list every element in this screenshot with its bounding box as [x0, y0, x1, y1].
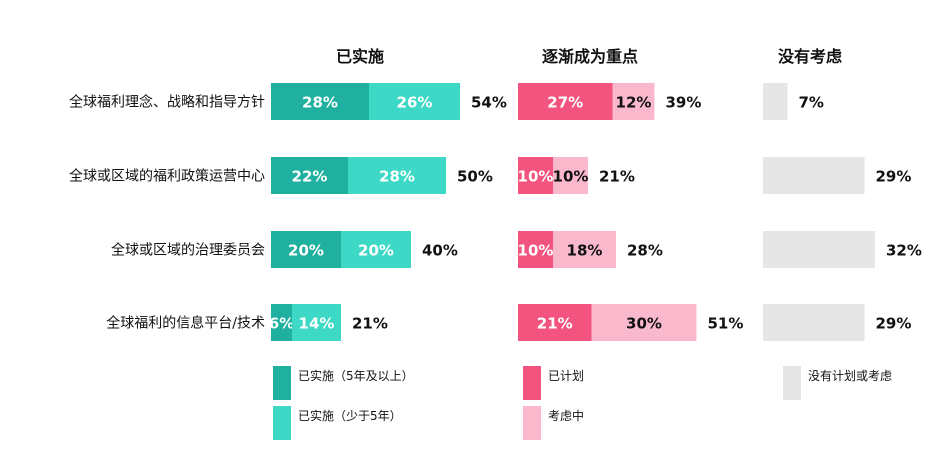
total-label-g0-r2: 40%	[422, 242, 458, 260]
bar-g2-r2-s0	[763, 231, 875, 268]
legend-swatch-0	[273, 366, 291, 400]
bar-label-g1-r2-s1: 18%	[567, 242, 603, 260]
legend-label-1: 已实施（少于5年）	[298, 408, 402, 423]
bar-g0-r0-s1	[369, 83, 460, 120]
bar-g1-r2-s0	[518, 231, 553, 268]
bar-label-g0-r1-s1: 28%	[379, 168, 415, 186]
column-header-0: 已实施	[336, 47, 384, 66]
total-label-g0-r3: 21%	[352, 315, 388, 333]
total-label-g1-r3: 51%	[708, 315, 744, 333]
row-label-3: 全球福利的信息平台/技术	[106, 315, 265, 332]
legend-label-0: 已实施（5年及以上）	[298, 368, 414, 383]
bar-g2-r0-s0	[763, 83, 788, 120]
total-label-g2-r2: 32%	[886, 242, 922, 260]
bar-g1-r2-s1	[553, 231, 616, 268]
bar-g2-r1-s0	[763, 157, 865, 194]
bar-g1-r1-s0	[518, 157, 553, 194]
row-label-0: 全球福利理念、战略和指导方针	[69, 94, 265, 111]
bar-label-g1-r0-s0: 27%	[547, 94, 583, 112]
bar-label-g1-r1-s0: 10%	[518, 168, 554, 186]
bar-g0-r2-s0	[271, 231, 341, 268]
total-label-g1-r0: 39%	[666, 94, 702, 112]
bar-g0-r1-s1	[348, 157, 446, 194]
total-label-g2-r3: 29%	[876, 315, 912, 333]
legend-label-2: 已计划	[548, 369, 584, 383]
bar-label-g1-r0-s1: 12%	[616, 94, 652, 112]
column-header-2: 没有考虑	[778, 47, 842, 66]
bar-g0-r3-s1	[292, 304, 341, 341]
bar-g1-r3-s0	[518, 304, 592, 341]
bar-label-g0-r1-s0: 22%	[292, 168, 328, 186]
bar-label-g0-r2-s0: 20%	[288, 242, 324, 260]
bar-g1-r1-s1	[553, 157, 588, 194]
bar-label-g0-r0-s1: 26%	[397, 94, 433, 112]
bar-g1-r0-s1	[612, 83, 655, 120]
bar-label-g0-r3-s0: 6%	[269, 315, 294, 333]
bar-label-g0-r3-s1: 14%	[299, 315, 335, 333]
legend-swatch-1	[273, 406, 291, 440]
row-label-1: 全球或区域的福利政策运营中心	[69, 168, 265, 185]
bar-label-g1-r2-s0: 10%	[518, 242, 554, 260]
bar-g0-r0-s0	[271, 83, 369, 120]
total-label-g1-r2: 28%	[627, 242, 663, 260]
column-header-1: 逐渐成为重点	[542, 47, 638, 66]
bar-label-g0-r0-s0: 28%	[302, 94, 338, 112]
bar-label-g1-r3-s0: 21%	[537, 315, 573, 333]
bar-g2-r3-s0	[763, 304, 865, 341]
total-label-g2-r0: 7%	[799, 94, 824, 112]
bar-g0-r2-s1	[341, 231, 411, 268]
legend-swatch-2	[523, 366, 541, 400]
legend-swatch-4	[783, 366, 801, 400]
legend-label-4: 没有计划或考虑	[808, 368, 892, 383]
row-label-2: 全球或区域的治理委员会	[111, 242, 265, 259]
bar-g1-r0-s0	[518, 83, 613, 120]
total-label-g0-r0: 54%	[471, 94, 507, 112]
bar-label-g1-r1-s1: 10%	[553, 168, 589, 186]
legend-swatch-3	[523, 406, 541, 440]
bar-g0-r1-s0	[271, 157, 348, 194]
bar-g1-r3-s1	[591, 304, 697, 341]
total-label-g0-r1: 50%	[457, 168, 493, 186]
bar-g0-r3-s0	[271, 304, 292, 341]
bar-label-g1-r3-s1: 30%	[626, 315, 662, 333]
bar-label-g0-r2-s1: 20%	[358, 242, 394, 260]
total-label-g2-r1: 29%	[876, 168, 912, 186]
legend-label-3: 考虑中	[548, 408, 584, 423]
total-label-g1-r1: 21%	[599, 168, 635, 186]
